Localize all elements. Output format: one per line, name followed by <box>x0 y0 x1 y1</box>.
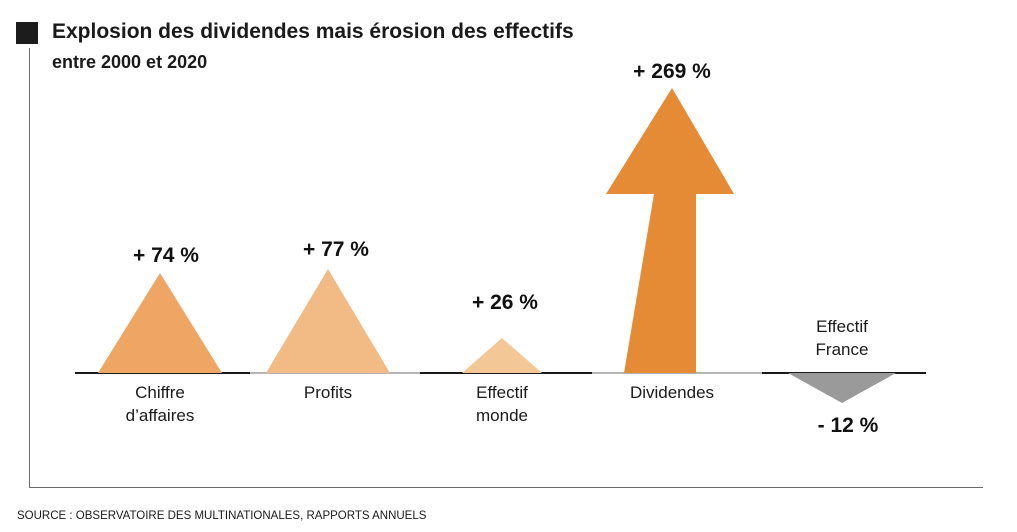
title-square-marker <box>16 22 38 44</box>
category-label: monde <box>476 406 528 425</box>
data-label: + 74 % <box>133 244 199 267</box>
data-label: - 12 % <box>818 414 879 437</box>
frame-left-line <box>29 48 30 488</box>
category-label: Effectif <box>476 383 528 402</box>
frame-bottom-line <box>29 487 983 488</box>
category-label: France <box>816 340 869 359</box>
data-label: + 26 % <box>472 291 538 314</box>
bar-mark-effectif-france <box>788 373 896 403</box>
data-label: + 77 % <box>303 238 369 261</box>
bar-mark-0 <box>98 273 222 373</box>
category-label: Chiffre <box>135 383 185 402</box>
bar-mark-dividendes <box>606 88 734 373</box>
bar-mark-1 <box>266 269 390 373</box>
chart-subtitle: entre 2000 et 2020 <box>52 52 208 72</box>
category-label: Profits <box>304 383 352 402</box>
category-label: d’affaires <box>126 406 195 425</box>
bar-mark-2 <box>462 338 542 373</box>
category-label: Effectif <box>816 317 868 336</box>
category-label: Dividendes <box>630 383 714 402</box>
data-label: + 269 % <box>633 60 711 83</box>
chart-title: Explosion des dividendes mais érosion de… <box>52 20 574 43</box>
source-note: SOURCE : OBSERVATOIRE DES MULTINATIONALE… <box>17 510 427 522</box>
